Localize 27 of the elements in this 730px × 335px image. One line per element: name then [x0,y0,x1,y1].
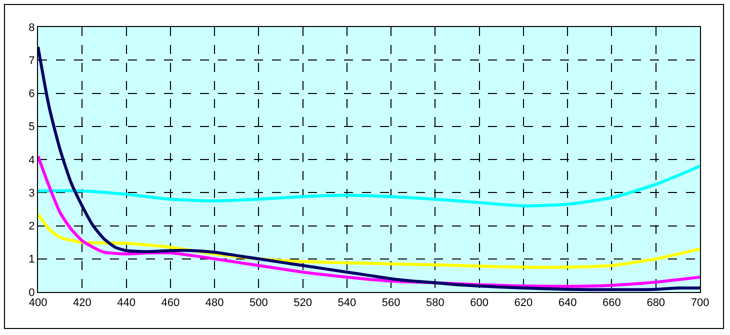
x-tick-label: 480 [205,297,224,310]
y-tick-label: 0 [28,286,35,299]
x-tick-label: 580 [426,297,444,310]
x-tick-label: 700 [690,297,710,310]
y-tick-label: 6 [28,88,35,100]
x-tick-label: 680 [646,297,666,310]
line-series [38,164,700,208]
x-tick-label: 640 [558,297,577,310]
x-tick-label: 620 [514,297,533,310]
x-tick-label: 460 [161,297,180,310]
y-tick-label: 3 [28,187,35,200]
line-series [38,45,700,292]
x-tick-label: 400 [28,297,48,310]
x-tick-label: 520 [294,297,312,310]
x-tick-label: 560 [382,297,400,310]
y-tick-label: 5 [28,121,35,134]
y-tick-label: 1 [28,254,35,266]
x-tick-label: 600 [470,297,489,310]
x-tick-label: 440 [117,297,136,310]
x-tick-label: 540 [338,297,356,310]
x-tick-label: 660 [602,297,621,310]
y-tick-label: 8 [28,22,35,34]
y-tick-label: 2 [28,220,35,233]
x-tick-label: 420 [72,297,92,310]
y-tick-label: 7 [28,54,35,67]
x-tick-label: 500 [249,297,268,310]
y-tick-label: 4 [28,154,35,166]
